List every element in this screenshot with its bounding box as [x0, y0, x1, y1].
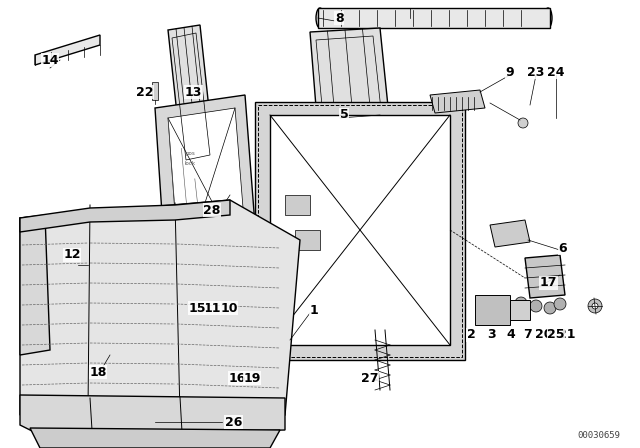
Text: 14: 14 [41, 53, 59, 66]
Polygon shape [295, 230, 320, 250]
Text: 13: 13 [185, 86, 202, 99]
Polygon shape [270, 115, 450, 345]
Text: pos: pos [185, 151, 195, 156]
Text: 1: 1 [310, 303, 319, 316]
Text: 7: 7 [523, 328, 531, 341]
Polygon shape [35, 35, 100, 65]
Text: 00030659: 00030659 [577, 431, 620, 440]
Polygon shape [20, 395, 285, 435]
Text: 26: 26 [225, 415, 243, 428]
Text: 21: 21 [558, 328, 576, 341]
Text: 25: 25 [547, 328, 564, 341]
Text: 2: 2 [467, 328, 476, 341]
Polygon shape [20, 200, 230, 232]
Polygon shape [255, 102, 465, 360]
Text: 19: 19 [243, 371, 260, 384]
Text: 18: 18 [90, 366, 107, 379]
Text: 23: 23 [527, 65, 545, 78]
Polygon shape [155, 95, 260, 305]
Polygon shape [510, 300, 530, 320]
Text: 22: 22 [136, 86, 154, 99]
Polygon shape [285, 195, 310, 215]
Text: 24: 24 [547, 65, 564, 78]
Text: lock: lock [184, 161, 196, 166]
Circle shape [554, 298, 566, 310]
Ellipse shape [316, 8, 324, 28]
Text: 15: 15 [188, 302, 205, 314]
Text: 10: 10 [220, 302, 237, 314]
Text: 4: 4 [507, 328, 515, 341]
Circle shape [518, 118, 528, 128]
Text: 16: 16 [228, 371, 246, 384]
Circle shape [544, 302, 556, 314]
Circle shape [274, 354, 282, 362]
Polygon shape [490, 220, 530, 247]
Circle shape [588, 299, 602, 313]
Polygon shape [475, 295, 510, 325]
Text: 20: 20 [535, 328, 553, 341]
Text: 9: 9 [506, 65, 515, 78]
Text: 17: 17 [540, 276, 557, 289]
Text: 6: 6 [559, 241, 567, 254]
Circle shape [530, 300, 542, 312]
Text: 27: 27 [361, 371, 379, 384]
Polygon shape [20, 215, 50, 355]
Circle shape [515, 297, 527, 309]
Circle shape [501, 299, 513, 311]
Polygon shape [168, 25, 215, 170]
Text: 5: 5 [340, 108, 349, 121]
Text: 12: 12 [63, 249, 81, 262]
Polygon shape [30, 428, 280, 448]
Text: 3: 3 [488, 328, 496, 341]
Text: 28: 28 [204, 203, 221, 216]
Polygon shape [152, 82, 158, 100]
Polygon shape [430, 90, 485, 113]
Bar [258, 105, 462, 357]
Polygon shape [168, 108, 248, 282]
Polygon shape [318, 8, 550, 28]
Circle shape [258, 354, 266, 362]
Circle shape [592, 303, 598, 309]
Circle shape [239, 350, 255, 366]
Circle shape [243, 354, 251, 362]
Circle shape [270, 350, 286, 366]
Text: 8: 8 [335, 12, 344, 25]
Circle shape [254, 350, 270, 366]
Text: 11: 11 [204, 302, 221, 314]
Ellipse shape [544, 8, 552, 28]
Polygon shape [20, 200, 300, 415]
Polygon shape [310, 28, 395, 182]
Polygon shape [525, 255, 565, 298]
